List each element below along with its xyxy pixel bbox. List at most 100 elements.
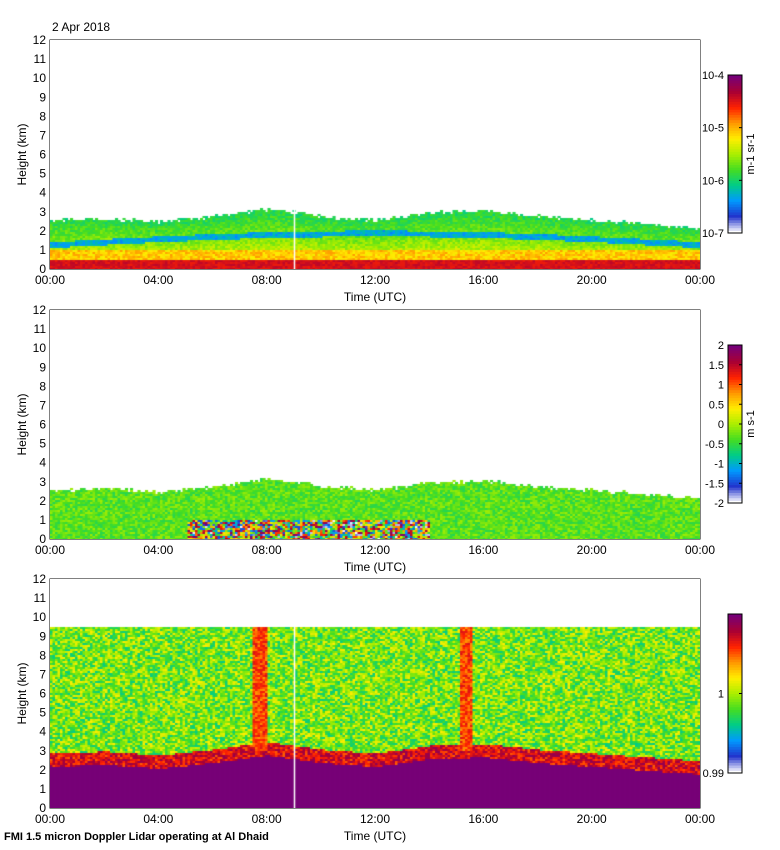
colorbar-segment <box>728 487 742 491</box>
colorbar-segment <box>728 727 742 732</box>
colorbar-segment <box>728 355 742 359</box>
colorbar-segment <box>728 754 742 758</box>
colorbar-segment <box>728 400 742 404</box>
colorbar-tick-label: -1.5 <box>705 478 724 490</box>
colorbar-segment <box>728 696 742 700</box>
colorbar-segment <box>728 143 742 147</box>
colorbar-segment <box>728 185 742 189</box>
colorbar-segment <box>728 651 742 655</box>
y-tick-label: 3 <box>39 744 46 758</box>
colorbar-segment <box>728 363 742 367</box>
colorbar-segment <box>728 350 742 354</box>
colorbar-segment <box>728 455 742 459</box>
y-tick-label: 8 <box>39 379 46 393</box>
colorbar-segment <box>728 759 742 763</box>
x-tick-label: 20:00 <box>577 812 607 826</box>
colorbar-segment <box>728 177 742 181</box>
colorbar-segment <box>728 720 742 724</box>
colorbar-segment <box>728 169 742 173</box>
colorbar-segment <box>728 135 742 139</box>
colorbar-segment <box>728 677 742 681</box>
y-tick-label: 0 <box>39 801 46 815</box>
colorbar-segment <box>728 447 742 451</box>
colorbar-segment <box>728 460 742 464</box>
y-axis-label: Height (km) <box>15 662 29 724</box>
colorbar-segment <box>728 127 742 131</box>
colorbar-tick-label: -1 <box>714 459 724 471</box>
colorbar-segment <box>728 439 742 443</box>
colorbar-segment <box>728 198 742 202</box>
colorbar-segment <box>728 468 742 472</box>
colorbar-segment <box>728 109 742 113</box>
y-tick-label: 10 <box>33 610 47 624</box>
colorbar-segment <box>728 645 742 649</box>
colorbar-segment <box>728 762 742 766</box>
colorbar-segment <box>728 366 742 370</box>
y-axis-label: Height (km) <box>15 123 29 185</box>
colorbar-segment <box>728 193 742 197</box>
colorbar-segment <box>728 405 742 409</box>
colorbar-segment <box>728 227 742 231</box>
colorbar-segment <box>728 682 742 687</box>
colorbar-segment <box>728 130 742 134</box>
colorbar-segment <box>728 738 742 742</box>
colorbar-segment <box>728 706 742 710</box>
colorbar-segment <box>728 661 742 665</box>
colorbar-segment <box>728 201 742 205</box>
colorbar-tick-label: -0.5 <box>705 439 724 451</box>
colorbar-segment <box>728 690 742 694</box>
y-axis-label: Height (km) <box>15 393 29 455</box>
colorbar-segment <box>728 656 742 660</box>
y-tick-label: 11 <box>34 591 47 605</box>
colorbar-segment <box>728 704 742 708</box>
y-tick-label: 9 <box>39 90 46 104</box>
colorbar-segment <box>728 746 742 750</box>
colorbar-segment <box>728 140 742 144</box>
colorbar-segment <box>728 122 742 126</box>
colorbar-segment <box>728 101 742 105</box>
y-tick-label: 2 <box>39 763 46 777</box>
colorbar-segment <box>728 88 742 92</box>
y-tick-label: 6 <box>39 687 46 701</box>
x-axis-label: Time (UTC) <box>344 829 406 843</box>
colorbar-segment <box>728 164 742 168</box>
y-tick-label: 1 <box>39 243 46 257</box>
colorbar-segment <box>728 214 742 218</box>
y-tick-label: 7 <box>39 128 46 142</box>
colorbar-segment <box>728 627 742 631</box>
colorbar-segment <box>728 90 742 94</box>
colorbar-segment <box>728 381 742 385</box>
colorbar-segment <box>728 119 742 123</box>
colorbar-segment <box>728 368 742 372</box>
colorbar-segment <box>728 175 742 179</box>
colorbar-segment <box>728 735 742 740</box>
colorbar-segment <box>728 664 742 668</box>
colorbar-segment <box>728 452 742 457</box>
x-tick-label: 20:00 <box>577 273 607 287</box>
y-tick-label: 4 <box>39 456 46 470</box>
colorbar-tick-label: 1 <box>718 380 724 392</box>
colorbar-segment <box>728 497 742 501</box>
colorbar-segment <box>728 146 742 150</box>
colorbar-segment <box>728 225 742 229</box>
x-tick-label: 04:00 <box>143 543 173 557</box>
colorbar-segment <box>728 484 742 488</box>
y-tick-label: 3 <box>39 475 46 489</box>
colorbar-segment <box>728 387 742 391</box>
y-tick-label: 5 <box>39 167 46 181</box>
y-tick-label: 4 <box>39 725 46 739</box>
colorbar-segment <box>728 725 742 729</box>
colorbar-segment <box>728 674 742 679</box>
y-tick-label: 11 <box>34 52 47 66</box>
y-tick-label: 0 <box>39 262 46 276</box>
x-axis-label: Time (UTC) <box>344 560 406 574</box>
colorbar-frame <box>727 74 743 234</box>
colorbar-segment <box>728 426 742 430</box>
date-label: 2 Apr 2018 <box>52 20 111 34</box>
colorbar-segment <box>728 182 742 187</box>
colorbar-segment <box>728 188 742 192</box>
colorbar-segment <box>728 190 742 194</box>
colorbar-segment <box>728 709 742 713</box>
colorbar-label: m s-1 <box>745 410 757 438</box>
